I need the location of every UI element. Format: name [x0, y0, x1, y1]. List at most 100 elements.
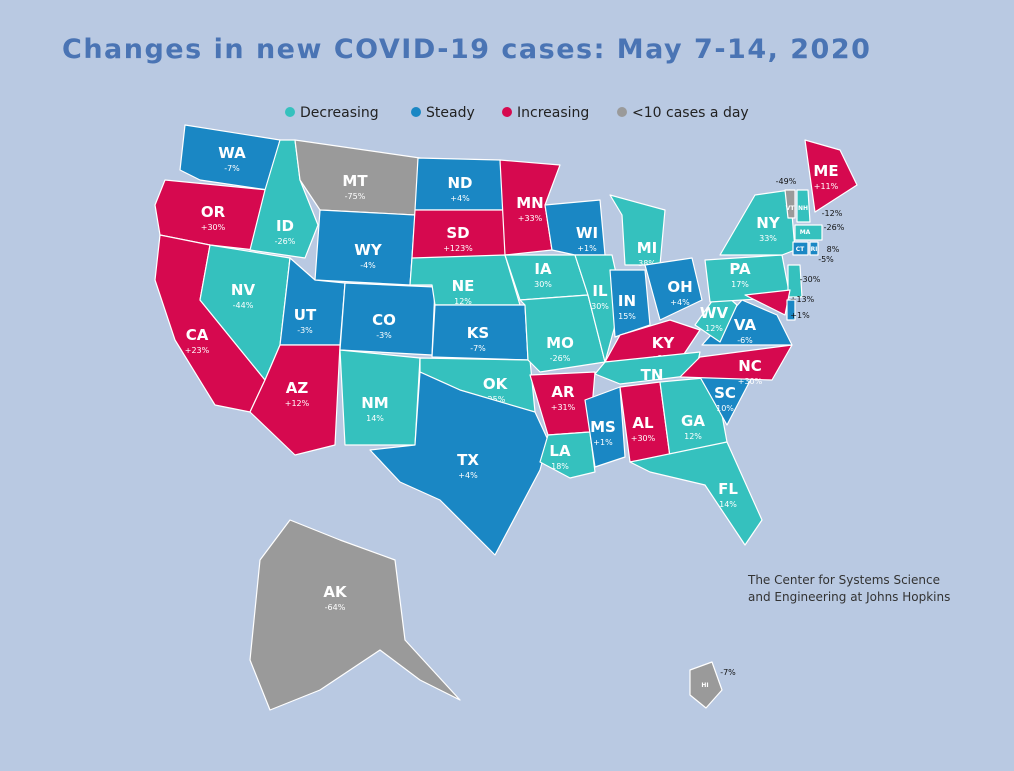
state-abbr: UT	[294, 306, 317, 324]
state-shape	[679, 344, 793, 381]
credit: The Center for Systems Science	[747, 573, 940, 587]
state-change: -26%	[550, 354, 571, 363]
state-abbr: MA	[800, 229, 811, 236]
legend-dot	[617, 107, 627, 117]
state-shape	[609, 194, 666, 266]
state-change: +4%	[458, 471, 478, 480]
state-abbr: OK	[483, 375, 509, 393]
state-abbr: WY	[354, 241, 383, 259]
state-change: +30%	[631, 434, 656, 443]
state-abbr: VA	[734, 316, 757, 334]
state-change: -3%	[297, 326, 313, 335]
state-change: +33%	[518, 214, 543, 223]
state-change: 30%	[534, 280, 552, 289]
state-shape	[784, 189, 796, 219]
state-change: 14%	[719, 500, 737, 509]
legend-label: Decreasing	[300, 105, 379, 121]
state-shape	[804, 139, 858, 213]
state-abbr: VT	[786, 205, 796, 212]
legend-dot	[285, 107, 295, 117]
state-change: -3%	[376, 331, 392, 340]
state-abbr: FL	[718, 480, 738, 498]
state-shape	[792, 241, 809, 256]
state-change: -75%	[345, 192, 366, 201]
state-change: +1%	[593, 438, 613, 447]
legend-dot	[411, 107, 421, 117]
state-change: -44%	[233, 301, 254, 310]
state-abbr: SD	[446, 224, 469, 242]
state-abbr: SC	[714, 384, 736, 402]
state-change: +123%	[443, 244, 473, 253]
state-abbr: OH	[667, 278, 692, 296]
state-abbr: TN	[641, 366, 664, 384]
state-change: -4%	[360, 261, 376, 270]
state-abbr: CT	[796, 246, 805, 253]
state-abbr: IL	[592, 282, 608, 300]
state-change: +11%	[814, 182, 839, 191]
state-change: 10%	[716, 404, 734, 413]
state-shape	[584, 386, 626, 468]
state-abbr: ND	[447, 174, 472, 192]
state-change: -25%	[485, 395, 506, 404]
state-abbr: CO	[372, 311, 396, 329]
state-abbr: AK	[323, 583, 348, 601]
state-abbr: NE	[452, 277, 475, 295]
state-change: -64%	[325, 603, 346, 612]
state-abbr: NM	[361, 394, 388, 412]
state-change: -5%	[818, 255, 834, 264]
state-abbr: KS	[467, 324, 489, 342]
state-change: +30%	[738, 377, 763, 386]
state-change: 12%	[684, 432, 702, 441]
legend: Decreasing Steady Increasing <10 cases a da…	[285, 105, 749, 121]
state-shape	[644, 257, 703, 321]
state-change: +12%	[285, 399, 310, 408]
legend-dot	[502, 107, 512, 117]
state-change: -7%	[470, 344, 486, 353]
state-change: 12%	[454, 297, 472, 306]
state-change: +4%	[450, 194, 470, 203]
state-abbr: NC	[738, 357, 762, 375]
state-shape	[249, 519, 461, 711]
state-abbr: WA	[218, 144, 246, 162]
state-change: -26%	[824, 223, 845, 232]
state-change: +4%	[670, 298, 690, 307]
state-shape	[719, 189, 796, 256]
state-shape	[786, 299, 796, 321]
state-abbr: AR	[551, 383, 575, 401]
state-shape	[794, 224, 823, 241]
state-change: +30%	[201, 223, 226, 232]
state-change: +1%	[790, 311, 810, 320]
state-abbr: NY	[756, 214, 781, 232]
legend-label: Steady	[426, 105, 475, 121]
state-abbr: MT	[342, 172, 368, 190]
state-abbr: GA	[681, 412, 705, 430]
state-shape	[179, 124, 281, 191]
state-change: 38%	[638, 259, 656, 268]
state-abbr: OR	[201, 203, 226, 221]
state-change: 15%	[618, 312, 636, 321]
state-shape	[809, 241, 819, 256]
state-change: -6%	[737, 336, 753, 345]
state-abbr: ME	[813, 162, 838, 180]
state-shape	[629, 441, 763, 546]
state-change: 17%	[731, 280, 749, 289]
state-abbr: MO	[546, 334, 574, 352]
credit: and Engineering at Johns Hopkins	[748, 590, 950, 604]
state-shape	[689, 661, 723, 709]
state-change: -7%	[224, 164, 240, 173]
state-change: +31%	[551, 403, 576, 412]
state-abbr: LA	[549, 442, 571, 460]
state-change: 30%	[591, 302, 609, 311]
state-change: +23%	[185, 346, 210, 355]
state-shape	[796, 189, 811, 223]
state-change: +1%	[577, 244, 597, 253]
state-abbr: MS	[590, 418, 616, 436]
state-change: 12%	[705, 324, 723, 333]
state-change: -7%	[720, 668, 736, 677]
state-abbr: NH	[798, 205, 808, 212]
state-abbr: MN	[516, 194, 543, 212]
states: WA -7% OR +30% CA +23% ID -26% NV -44% MT -75% WY -4%…	[154, 124, 858, 711]
legend-label: Increasing	[517, 105, 589, 121]
state-abbr: CA	[186, 326, 209, 344]
